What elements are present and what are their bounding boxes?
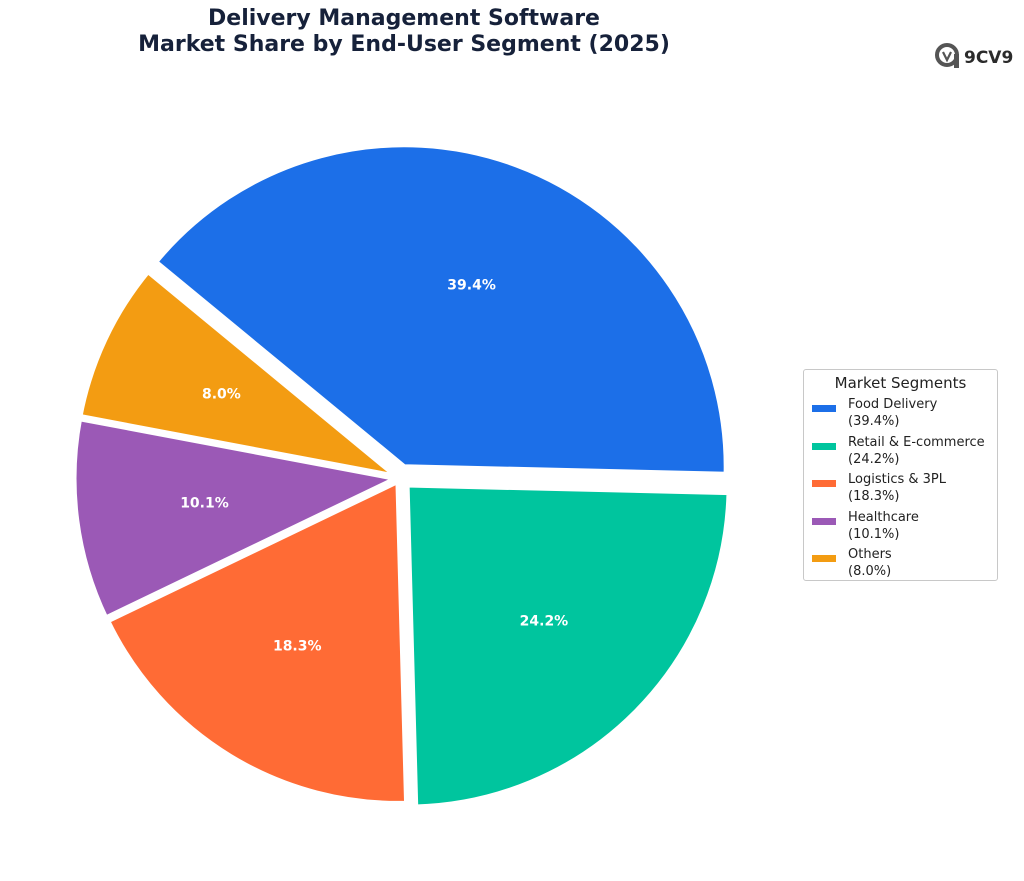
watermark-logo: 9CV9 [934, 40, 1014, 74]
legend-title: Market Segments [834, 374, 967, 392]
legend-item-healthcare: Healthcare (10.1%) [812, 509, 997, 545]
legend-pct: (24.2%) [848, 451, 900, 467]
legend-pct: (8.0%) [848, 564, 892, 579]
legend-item-others: Others (8.0%) [812, 546, 997, 582]
slice-healthcare [71, 416, 399, 621]
chart-title-line-1: Delivery Management Software [208, 6, 600, 31]
legend-label: Healthcare [848, 509, 919, 525]
legend-swatch [812, 555, 836, 562]
value-label-others: 8.0% [202, 386, 241, 402]
legend-label: Food Delivery [848, 397, 938, 412]
legend-swatch [812, 405, 836, 412]
chart-title-line-2: Market Share by End-User Segment (2025) [138, 32, 670, 57]
legend-pct: (39.4%) [848, 414, 900, 429]
slice-retail-ecommerce [404, 482, 732, 810]
chart-title: Delivery Management Software Market Shar… [0, 6, 808, 58]
value-label-healthcare: 10.1% [180, 496, 229, 512]
9cv9-logo-icon [935, 43, 959, 68]
legend-item-retail-ecommerce: Retail & E-commerce (24.2%) [812, 434, 997, 470]
legend-swatch [812, 480, 836, 487]
slice-food-delivery [153, 142, 729, 477]
value-label-food-delivery: 39.4% [447, 278, 496, 294]
watermark-text: 9CV9 [964, 48, 1014, 68]
legend: Market Segments Food Delivery (39.4%) Re… [803, 369, 998, 581]
legend-item-food-delivery: Food Delivery (39.4%) [812, 396, 997, 432]
pie-value-labels: 39.4% 24.2% 18.3% 10.1% 8.0% [180, 278, 568, 655]
legend-pct: (18.3%) [848, 489, 900, 504]
pie-slices [71, 142, 732, 810]
legend-label: Others [848, 547, 892, 562]
pie-chart: 39.4% 24.2% 18.3% 10.1% 8.0% [71, 142, 732, 810]
legend-item-logistics-3pl: Logistics & 3PL (18.3%) [812, 471, 997, 507]
legend-swatch [812, 517, 836, 525]
slice-logistics-3pl [105, 478, 410, 806]
legend-swatch [812, 442, 836, 450]
value-label-logistics-3pl: 18.3% [273, 638, 322, 654]
legend-pct: (10.1%) [848, 526, 900, 542]
legend-label: Logistics & 3PL [848, 472, 946, 487]
slice-others [77, 268, 399, 479]
legend-label: Retail & E-commerce [848, 434, 985, 450]
value-label-retail-ecommerce: 24.2% [520, 613, 569, 629]
